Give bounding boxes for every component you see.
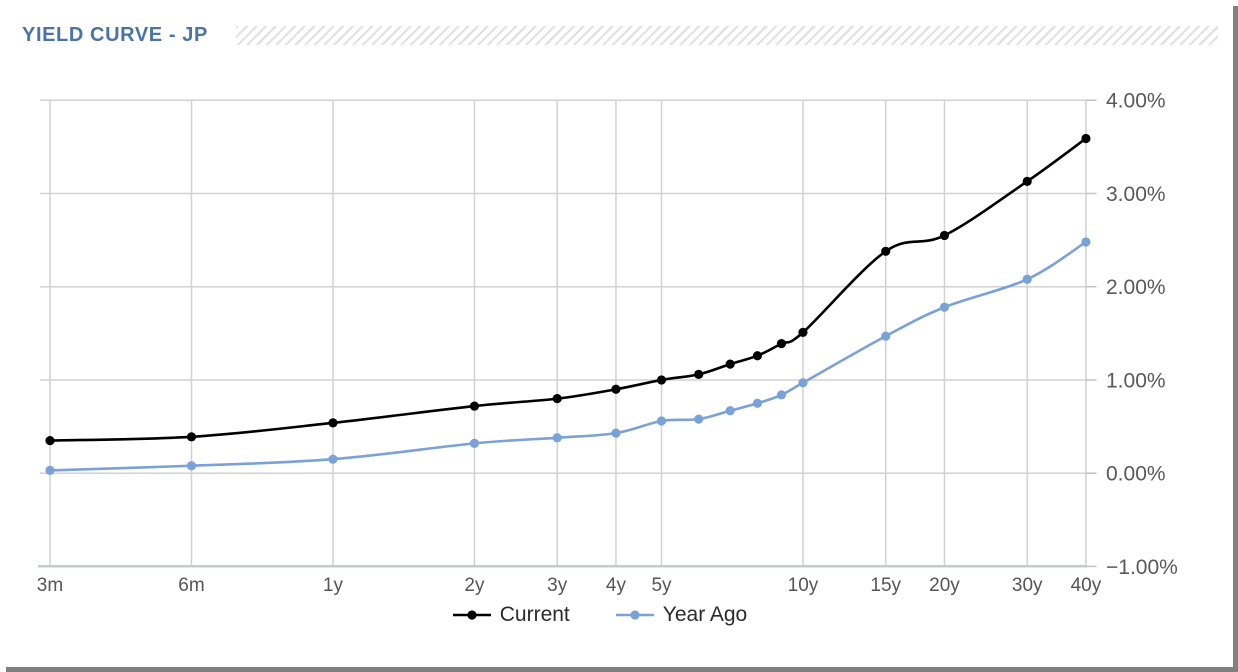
x-tick-label: 40y bbox=[1071, 575, 1102, 596]
y-tick-label: 1.00% bbox=[1106, 369, 1166, 392]
legend-label-current: Current bbox=[499, 603, 570, 626]
data-point-year-ago bbox=[552, 433, 562, 443]
data-point-current bbox=[725, 359, 735, 369]
current-series-marker-icon bbox=[452, 610, 491, 620]
x-tick-label: 6m bbox=[178, 575, 204, 596]
data-point-current bbox=[752, 351, 763, 361]
data-point-current bbox=[798, 327, 808, 338]
x-tick-label: 20y bbox=[929, 575, 960, 596]
window-shadow-right bbox=[1233, 6, 1238, 672]
yield-curve-chart: 3m 6m 1y 2y 3y 4y 5y 10y 15y 20y 30y 40y 4.00% 3.00% 2… bbox=[37, 90, 1178, 596]
chart-title: YIELD CURVE - JP bbox=[22, 23, 208, 46]
y-tick-label: 2.00% bbox=[1106, 276, 1166, 299]
x-tick-label: 30y bbox=[1012, 575, 1043, 596]
x-tick-label: 10y bbox=[788, 575, 819, 596]
data-point-year-ago bbox=[45, 465, 55, 476]
data-point-current bbox=[776, 338, 787, 349]
data-point-current bbox=[656, 375, 667, 385]
x-tick-label: 3y bbox=[547, 575, 568, 596]
data-point-current bbox=[552, 394, 562, 404]
data-point-current bbox=[611, 384, 621, 394]
data-point-current bbox=[939, 230, 950, 241]
data-point-year-ago bbox=[611, 428, 621, 438]
data-point-year-ago bbox=[798, 378, 808, 388]
y-tick-label: 0.00% bbox=[1106, 463, 1166, 486]
data-point-current bbox=[881, 246, 891, 256]
data-point-year-ago bbox=[752, 398, 763, 408]
data-point-current bbox=[694, 369, 704, 379]
x-tick-label: 2y bbox=[464, 575, 485, 596]
data-point-year-ago bbox=[328, 454, 338, 464]
chart-legend: Current Year Ago bbox=[0, 603, 1200, 627]
data-point-year-ago bbox=[725, 406, 735, 416]
y-tick-label: 3.00% bbox=[1106, 183, 1166, 206]
data-point-year-ago bbox=[469, 438, 480, 448]
x-tick-label: 5y bbox=[651, 575, 672, 596]
x-tick-label: 4y bbox=[606, 575, 627, 596]
data-point-year-ago bbox=[881, 331, 891, 341]
data-point-current bbox=[328, 418, 338, 428]
title-hatch-bar bbox=[235, 25, 1218, 45]
y-tick-label: 4.00% bbox=[1106, 90, 1166, 113]
y-tick-label: −1.00% bbox=[1106, 556, 1178, 579]
x-tick-label: 15y bbox=[870, 575, 901, 596]
window-shadow-bottom bbox=[6, 667, 1238, 672]
data-point-current bbox=[186, 432, 197, 442]
data-point-year-ago bbox=[776, 390, 787, 400]
header: YIELD CURVE - JP bbox=[22, 24, 1218, 46]
data-point-year-ago bbox=[656, 416, 667, 426]
year-ago-series-marker-icon bbox=[615, 610, 654, 620]
data-point-current bbox=[45, 435, 55, 446]
data-point-current bbox=[1022, 176, 1032, 186]
data-point-year-ago bbox=[939, 302, 950, 312]
x-tick-label: 1y bbox=[323, 575, 344, 596]
series-line-current bbox=[49, 137, 1087, 442]
legend-item-year-ago: Year Ago bbox=[615, 603, 748, 627]
data-point-current bbox=[1081, 133, 1091, 144]
data-point-year-ago bbox=[1081, 237, 1091, 247]
x-tick-label: 3m bbox=[37, 575, 63, 596]
data-point-year-ago bbox=[186, 461, 197, 471]
legend-item-current: Current bbox=[452, 603, 570, 627]
legend-label-year-ago: Year Ago bbox=[662, 603, 748, 626]
data-point-year-ago bbox=[1022, 274, 1032, 284]
data-point-year-ago bbox=[694, 414, 704, 424]
data-point-current bbox=[469, 401, 480, 411]
